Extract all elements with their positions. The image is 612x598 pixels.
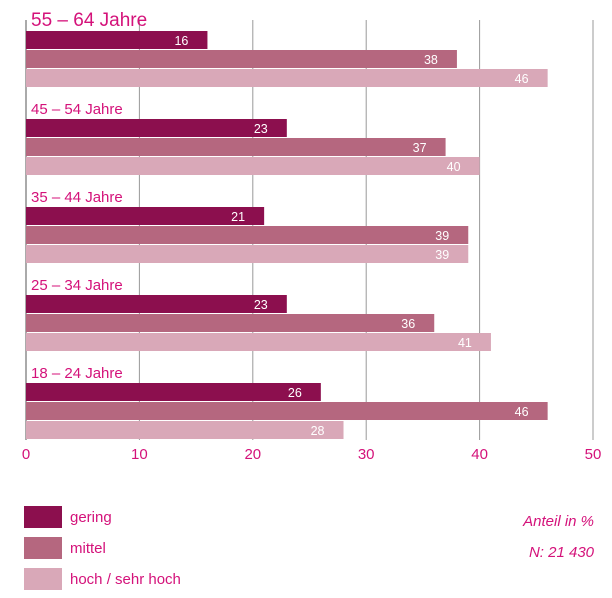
x-tick-label: 0 — [22, 446, 30, 463]
category-label: 55 – 64 Jahre — [31, 10, 147, 31]
chart-notes: Anteil in % N: 21 430 — [523, 510, 594, 572]
bar — [26, 333, 491, 351]
data-label: 39 — [435, 229, 449, 243]
data-label: 23 — [254, 298, 268, 312]
legend-swatch-gering — [24, 506, 62, 528]
data-label: 28 — [311, 424, 325, 438]
bar — [26, 314, 435, 332]
bar — [26, 245, 469, 263]
x-tick-label: 20 — [244, 446, 261, 463]
data-label: 23 — [254, 122, 268, 136]
x-tick-label: 30 — [358, 446, 375, 463]
legend-item-hoch: hoch / sehr hoch — [24, 567, 181, 591]
category-label: 18 – 24 Jahre — [31, 365, 123, 382]
legend: gering mittel hoch / sehr hoch — [24, 505, 181, 598]
data-label: 46 — [515, 405, 529, 419]
unit-note: Anteil in % — [523, 513, 594, 530]
bar — [26, 50, 457, 68]
category-label: 45 – 54 Jahre — [31, 101, 123, 118]
data-label: 39 — [435, 248, 449, 262]
legend-swatch-hoch — [24, 568, 62, 590]
bar — [26, 226, 469, 244]
data-label: 38 — [424, 53, 438, 67]
data-label: 36 — [401, 317, 415, 331]
sample-size-note: N: 21 430 — [528, 544, 594, 561]
data-label: 16 — [174, 34, 188, 48]
data-label: 37 — [413, 141, 427, 155]
legend-swatch-mittel — [24, 537, 62, 559]
bar — [26, 383, 321, 401]
category-label: 35 – 44 Jahre — [31, 189, 123, 206]
data-label: 41 — [458, 336, 472, 350]
category-label: 25 – 34 Jahre — [31, 277, 123, 294]
bar — [26, 402, 548, 420]
bar — [26, 138, 446, 156]
legend-label-hoch: hoch / sehr hoch — [70, 570, 181, 588]
legend-label-gering: gering — [70, 508, 112, 526]
bar — [26, 295, 287, 313]
x-tick-label: 50 — [585, 446, 602, 463]
legend-item-gering: gering — [24, 505, 181, 529]
data-label: 40 — [447, 160, 461, 174]
bar — [26, 31, 208, 49]
data-label: 26 — [288, 386, 302, 400]
data-label: 46 — [515, 72, 529, 86]
bar — [26, 119, 287, 137]
bar — [26, 421, 344, 439]
data-label: 21 — [231, 210, 245, 224]
bar — [26, 69, 548, 87]
legend-label-mittel: mittel — [70, 539, 106, 557]
x-tick-label: 40 — [471, 446, 488, 463]
bar — [26, 207, 265, 225]
bar — [26, 157, 480, 175]
legend-item-mittel: mittel — [24, 536, 181, 560]
x-tick-label: 10 — [131, 446, 148, 463]
